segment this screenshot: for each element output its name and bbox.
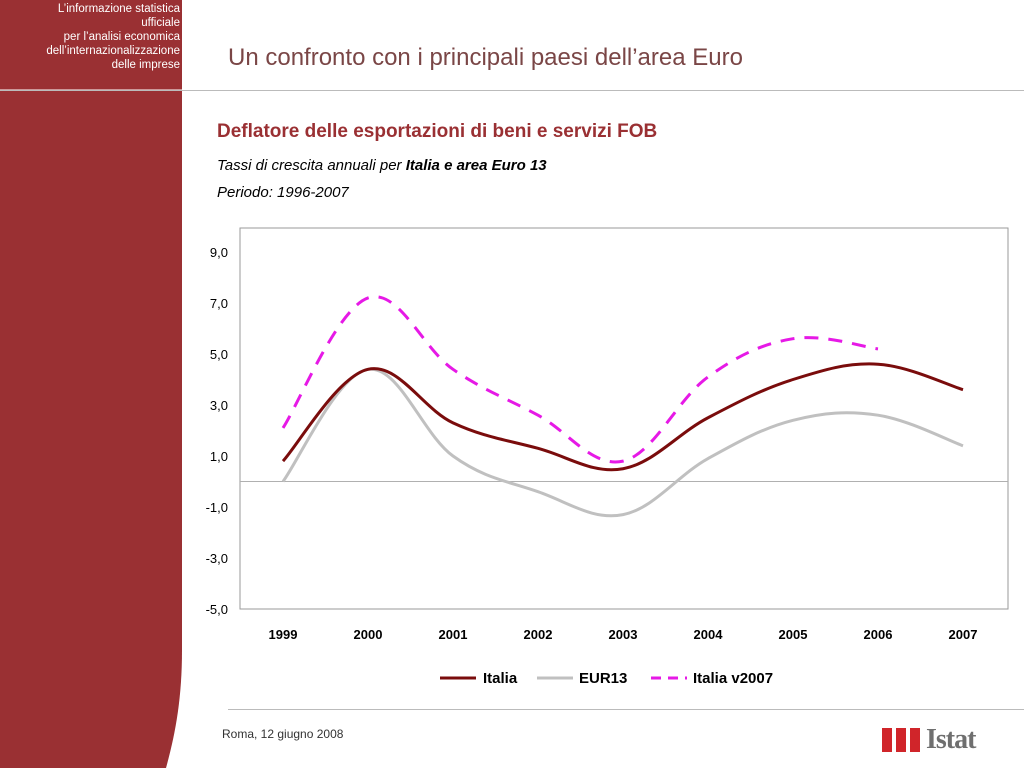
x-tick-label: 1999 bbox=[269, 627, 298, 642]
y-tick-label: -3,0 bbox=[206, 551, 228, 566]
logo-wordmark: Istat bbox=[926, 724, 976, 755]
sidebar-background bbox=[0, 0, 182, 768]
x-tick-label: 2002 bbox=[524, 627, 553, 642]
header-tagline: L’informazione statistica ufficiale per … bbox=[0, 2, 180, 72]
istat-logo: Istat bbox=[880, 722, 990, 758]
series-line-italia-v2007 bbox=[281, 295, 879, 464]
x-tick-label: 2001 bbox=[439, 627, 468, 642]
subtitle-bold: Italia e area Euro 13 bbox=[405, 157, 547, 174]
plot-area bbox=[239, 227, 1009, 610]
x-tick-label: 2004 bbox=[694, 627, 724, 642]
header-divider bbox=[0, 90, 1024, 91]
header-line: delle imprese bbox=[111, 59, 180, 71]
y-tick-label: 7,0 bbox=[210, 296, 228, 311]
chart-period: Periodo: 1996-2007 bbox=[217, 184, 349, 201]
page-title: Un confronto con i principali paesi dell… bbox=[228, 44, 743, 71]
legend-label: Italia bbox=[483, 670, 518, 687]
y-tick-label: 1,0 bbox=[210, 449, 228, 464]
logo-block bbox=[910, 728, 920, 752]
series-line-italia bbox=[281, 362, 964, 472]
x-tick-label: 2007 bbox=[949, 627, 978, 642]
y-tick-label: -1,0 bbox=[206, 500, 228, 515]
chart-title: Deflatore delle esportazioni di beni e s… bbox=[217, 121, 658, 142]
series-line-eur13 bbox=[281, 367, 964, 518]
logo-block bbox=[882, 728, 892, 752]
y-tick-label: -5,0 bbox=[206, 602, 228, 617]
footer-date: Roma, 12 giugno 2008 bbox=[222, 727, 344, 741]
y-tick-label: 9,0 bbox=[210, 245, 228, 260]
x-tick-label: 2003 bbox=[609, 627, 638, 642]
chart-subtitle: Tassi di crescita annuali per Italia e a… bbox=[217, 157, 547, 174]
x-tick-label: 2005 bbox=[779, 627, 808, 642]
header-line: ufficiale bbox=[141, 17, 180, 29]
legend-label: Italia v2007 bbox=[693, 670, 773, 687]
x-tick-label: 2000 bbox=[354, 627, 383, 642]
header-line: dell’internazionalizzazione bbox=[46, 45, 180, 57]
x-tick-label: 2006 bbox=[864, 627, 893, 642]
header-line: L’informazione statistica bbox=[57, 3, 180, 15]
legend-label: EUR13 bbox=[579, 670, 627, 687]
header-line: per l’analisi economica bbox=[63, 31, 180, 43]
y-tick-label: 3,0 bbox=[210, 398, 228, 413]
y-tick-label: 5,0 bbox=[210, 347, 228, 362]
subtitle-prefix: Tassi di crescita annuali per bbox=[217, 157, 406, 174]
footer-divider bbox=[228, 709, 1024, 710]
logo-block bbox=[896, 728, 906, 752]
